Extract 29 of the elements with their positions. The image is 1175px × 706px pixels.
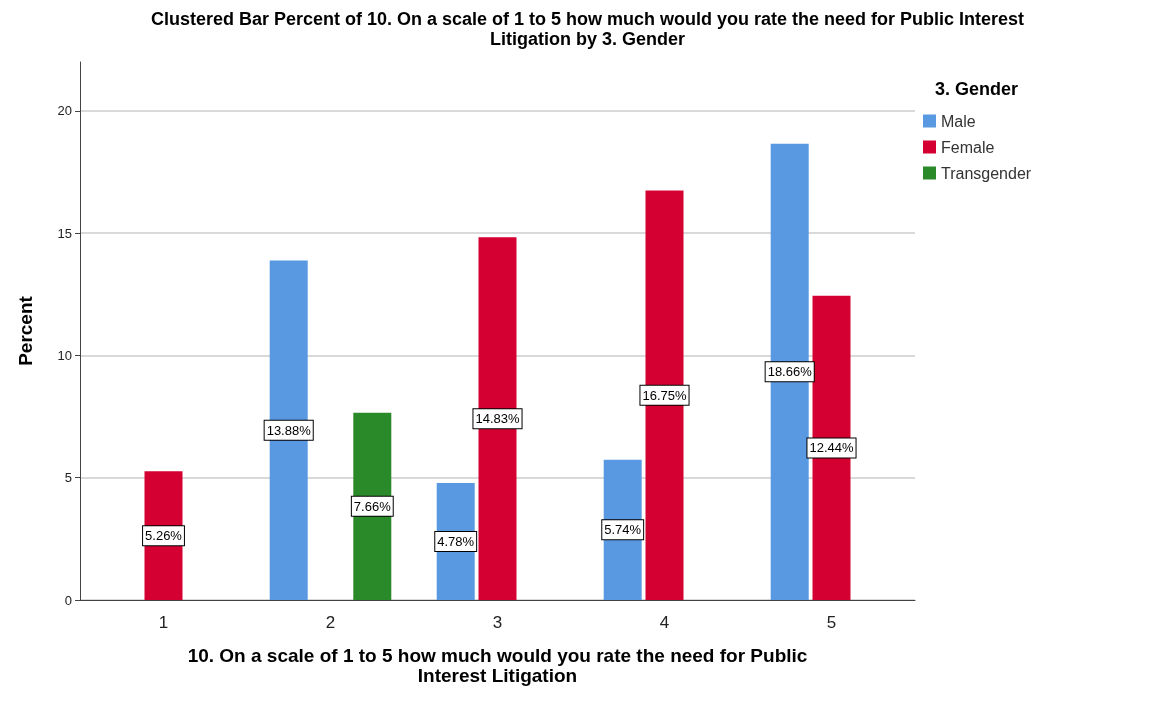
data-label: 18.66% — [767, 364, 813, 380]
data-label: 12.44% — [809, 440, 854, 456]
data-label: 14.83% — [475, 411, 520, 427]
y-tick-label: 15 — [57, 225, 72, 241]
x-axis-title: 10. On a scale of 1 to 5 how much would you rate the need for Public Interest Litigation — [187, 644, 808, 686]
legend-label: Male — [941, 112, 976, 130]
x-tick-label: 3 — [492, 613, 503, 632]
x-tick-label: 5 — [826, 613, 837, 632]
x-tick-label: 2 — [325, 613, 336, 632]
legend-label: Transgender — [941, 164, 1032, 182]
y-tick-label: 5 — [64, 470, 72, 486]
y-tick-label: 20 — [57, 103, 72, 119]
data-label: 13.88% — [266, 422, 312, 438]
data-label: 7.66% — [353, 498, 392, 514]
data-label: 5.26% — [145, 528, 183, 544]
x-tick-label: 1 — [158, 613, 169, 632]
y-axis-title: Percent — [15, 295, 36, 366]
chart-title: Clustered Bar Percent of 10. On a scale of 1 to 5 how much would you rate the need for Public Interest Litigation by 3. Gender — [150, 9, 1025, 49]
data-label: 4.78% — [437, 534, 475, 550]
legend-label: Female — [941, 138, 995, 156]
data-label: 5.74% — [604, 522, 642, 538]
bar — [478, 237, 517, 600]
y-tick-label: 0 — [64, 592, 72, 608]
legend-title: 3. Gender — [935, 79, 1019, 99]
y-tick-label: 10 — [57, 347, 72, 363]
bar — [812, 295, 851, 600]
bar — [645, 190, 684, 600]
x-tick-label: 4 — [659, 613, 670, 632]
data-label: 16.75% — [642, 387, 687, 403]
